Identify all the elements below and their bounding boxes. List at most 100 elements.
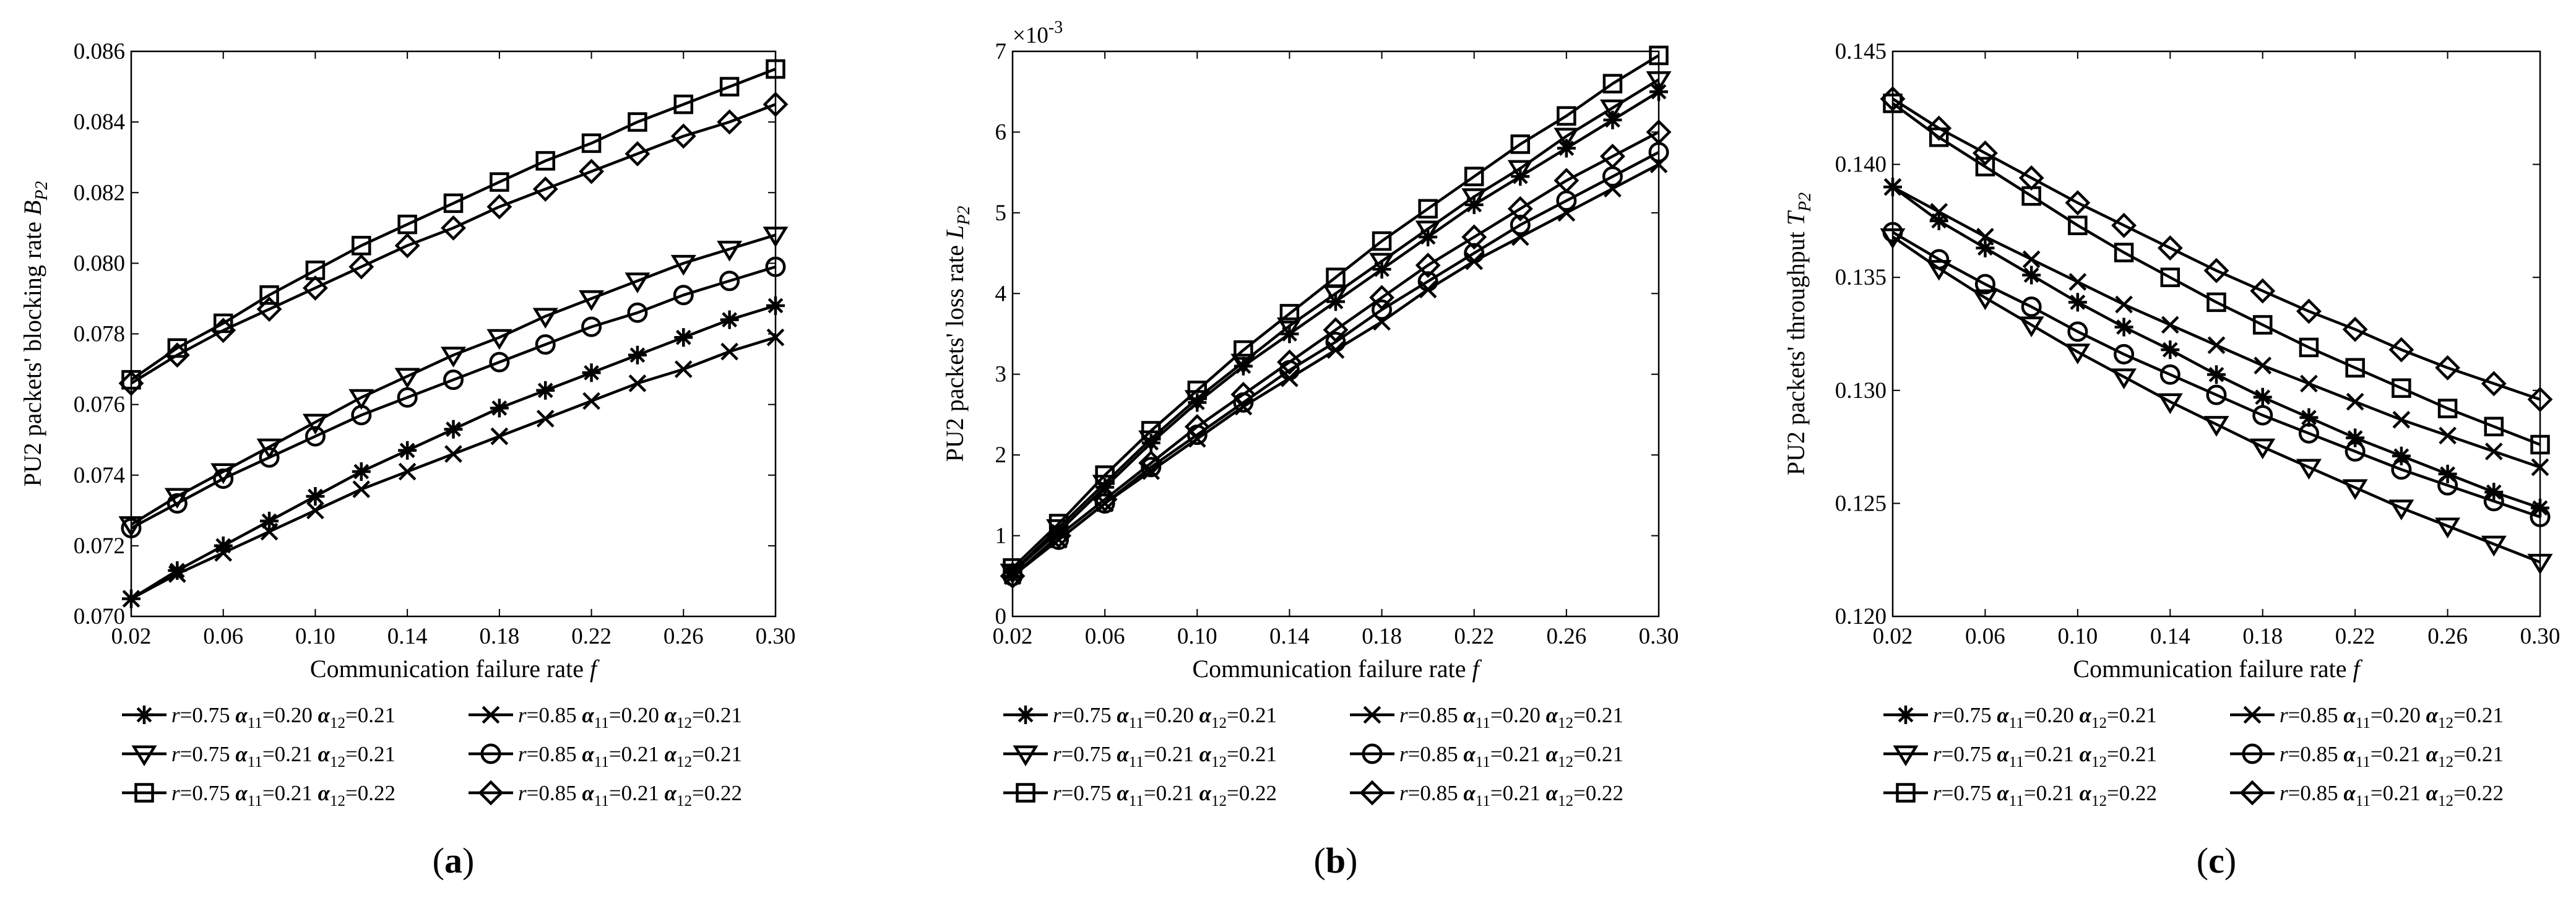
data-point — [1976, 238, 1995, 257]
data-point — [1415, 220, 1441, 242]
data-point — [2253, 387, 2272, 407]
data-point — [166, 493, 188, 514]
legend-alpha11-sub: 11 — [248, 754, 262, 771]
x-tick-label: 0.14 — [387, 624, 428, 649]
legend-alpha11-sub: 11 — [248, 793, 262, 809]
legend-alpha11-sub: 11 — [594, 754, 609, 771]
y-axis-label-symbol: L — [941, 225, 969, 240]
x-tick-label: 0.26 — [2427, 624, 2468, 649]
legend-alpha11: α — [1463, 703, 1476, 727]
data-point — [1138, 450, 1164, 476]
data-point — [2065, 190, 2091, 216]
legend-r-value: =0.75 — [180, 742, 236, 766]
legend-alpha11: α — [235, 742, 248, 766]
data-point — [1141, 457, 1162, 478]
legend-item-square: r=0.75 α11=0.21 α12=0.22 — [1003, 781, 1277, 809]
legend-item-square: r=0.75 α11=0.21 α12=0.22 — [122, 781, 395, 809]
data-point — [2437, 399, 2458, 418]
y-tick-label: 0.076 — [74, 392, 125, 418]
legend-item-asterisk: r=0.75 α11=0.20 α12=0.21 — [1003, 703, 1277, 732]
legend-r: r — [518, 703, 527, 727]
data-point — [2159, 364, 2181, 385]
x-axis-label-var: f — [590, 655, 600, 683]
x-tick-label: 0.26 — [663, 624, 704, 649]
legend-alpha11-value: =0.21 — [1490, 742, 1546, 766]
data-point — [2392, 410, 2411, 429]
data-point — [1141, 421, 1161, 441]
series-square — [1003, 45, 1669, 578]
data-point — [1929, 211, 1948, 230]
data-point — [2203, 257, 2229, 283]
data-point — [259, 447, 280, 468]
legend-alpha12-sub: 12 — [2438, 715, 2453, 732]
legend-item-x: r=0.85 α11=0.20 α12=0.21 — [1350, 703, 1623, 732]
legend-alpha11-value: =0.21 — [1144, 742, 1199, 766]
legend-alpha12: α — [2080, 781, 2092, 805]
y-axis-label-subscript: P2 — [32, 181, 51, 201]
y-tick-label: 0.125 — [1835, 491, 1887, 516]
legend-r-value: =0.85 — [527, 781, 582, 805]
y-axis-label-symbol: T — [1782, 210, 1810, 225]
x-tick-label: 0.06 — [203, 624, 243, 649]
data-point — [2115, 295, 2133, 314]
data-point — [2065, 343, 2091, 365]
data-point — [627, 302, 648, 323]
data-point — [2435, 517, 2461, 538]
y-axis-label-subscript: P2 — [1796, 192, 1815, 212]
data-point — [2435, 355, 2461, 381]
data-point — [2437, 475, 2458, 496]
data-point — [1975, 157, 1995, 177]
x-tick-label: 0.22 — [2335, 624, 2375, 649]
series-circle — [121, 256, 786, 538]
legend-alpha12: α — [1199, 742, 1212, 766]
legend-alpha12-value: =0.21 — [345, 703, 395, 727]
legend-alpha12-sub: 12 — [2438, 754, 2453, 771]
series-line — [1891, 102, 2541, 446]
legend-alpha12-sub: 12 — [2091, 793, 2107, 809]
panel-label-close: ) — [2224, 840, 2236, 881]
y-tick-label: 6 — [995, 119, 1007, 145]
panel-label: (c) — [2197, 840, 2236, 881]
legend-marker — [1362, 743, 1383, 764]
panel-label-letter: c — [2208, 840, 2224, 881]
data-point — [489, 352, 510, 373]
y-tick-label: 0.140 — [1835, 152, 1887, 178]
x-axis-label: Communication failure rate f — [1192, 655, 1482, 683]
legend-label: r=0.85 α11=0.21 α12=0.21 — [2280, 742, 2504, 771]
legend-r-value: =0.85 — [527, 742, 582, 766]
legend-r: r — [1399, 703, 1408, 727]
legend-label: r=0.85 α11=0.20 α12=0.21 — [1399, 703, 1623, 732]
data-point — [581, 133, 602, 153]
data-point — [1141, 433, 1160, 452]
legend-item-square: r=0.75 α11=0.21 α12=0.22 — [1883, 781, 2157, 809]
data-point — [674, 360, 693, 378]
data-point — [394, 368, 420, 389]
legend-alpha11-sub: 11 — [2356, 754, 2371, 771]
panel-label: (a) — [433, 840, 475, 881]
legend-alpha12: α — [1546, 742, 1558, 766]
legend-alpha11-sub: 11 — [1476, 715, 1490, 732]
data-point — [673, 94, 694, 114]
data-point — [582, 392, 600, 410]
data-point — [2254, 356, 2272, 374]
legend-alpha11: α — [2343, 781, 2356, 805]
legend-alpha12: α — [2426, 781, 2439, 805]
data-point — [2484, 443, 2503, 460]
data-point — [532, 308, 558, 329]
series-triangle-down — [118, 227, 789, 537]
legend-alpha12: α — [2426, 703, 2439, 727]
x-tick-label: 0.14 — [2150, 624, 2190, 649]
legend-r: r — [1933, 742, 1942, 766]
data-point — [2161, 316, 2179, 334]
data-point — [2300, 374, 2318, 393]
series-diamond — [118, 92, 789, 396]
legend-alpha11: α — [1117, 781, 1129, 805]
legend-alpha12-sub: 12 — [676, 715, 692, 732]
panel-label-close: ) — [1346, 840, 1357, 881]
y-tick-label: 0 — [995, 604, 1007, 629]
x-tick-label: 0.14 — [1269, 624, 1310, 649]
data-point — [1092, 486, 1118, 512]
legend-alpha12: α — [1199, 781, 1212, 805]
data-point — [1930, 202, 1948, 221]
